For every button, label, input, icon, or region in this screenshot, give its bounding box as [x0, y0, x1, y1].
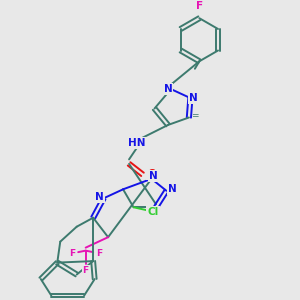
- Text: F: F: [82, 266, 89, 274]
- Text: N: N: [95, 192, 103, 202]
- Text: F: F: [196, 1, 203, 11]
- Text: N: N: [168, 184, 177, 194]
- Text: F: F: [69, 249, 75, 258]
- Text: Cl: Cl: [147, 207, 159, 217]
- Text: =: =: [191, 112, 199, 121]
- Text: HN: HN: [128, 138, 145, 148]
- Text: N: N: [189, 93, 198, 103]
- Text: O: O: [147, 169, 156, 179]
- Text: N: N: [164, 84, 172, 94]
- Text: F: F: [96, 249, 102, 258]
- Text: N: N: [148, 171, 158, 181]
